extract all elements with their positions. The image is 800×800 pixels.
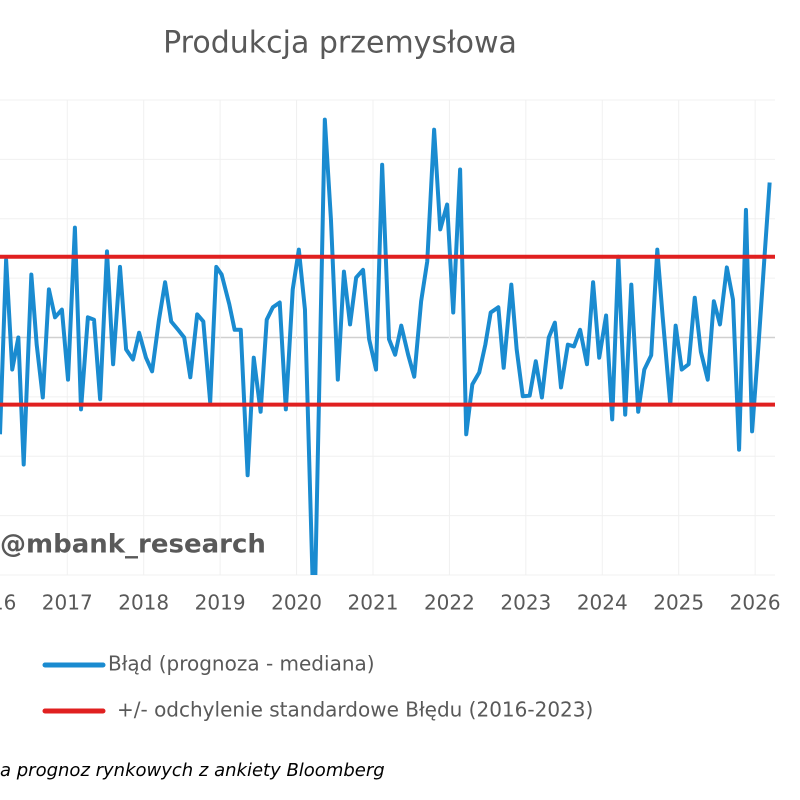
source-note: a prognoz rynkowych z ankiety Bloomberg [0, 760, 385, 781]
data-line [0, 117, 772, 575]
x-tick-label: 2018 [118, 591, 169, 615]
x-tick-label: 2019 [195, 591, 246, 615]
legend-label: +/- odchylenie standardowe Błędu (2016-2… [117, 698, 593, 722]
x-tick-label: 2020 [271, 591, 322, 615]
legend-label: Błąd (prognoza - mediana) [108, 652, 375, 676]
x-tick-label: 2024 [577, 591, 628, 615]
x-tick-label: 2026 [730, 591, 781, 615]
x-tick-label: 2025 [653, 591, 704, 615]
chart-title: Produkcja przemysłowa [163, 26, 517, 61]
x-tick-label: 2021 [348, 591, 399, 615]
watermark: @mbank_research [0, 530, 266, 560]
x-tick-label: 2017 [42, 591, 93, 615]
x-tick-label: 2016 [0, 591, 16, 615]
x-tick-label: 2023 [500, 591, 551, 615]
legend: Błąd (prognoza - mediana) +/- odchylenie … [42, 652, 593, 722]
plot-area [0, 117, 775, 575]
x-axis: 2016 2017 2018 2019 2020 2021 2022 2023 2024 2025… [0, 591, 781, 615]
x-tick-label: 2022 [424, 591, 475, 615]
